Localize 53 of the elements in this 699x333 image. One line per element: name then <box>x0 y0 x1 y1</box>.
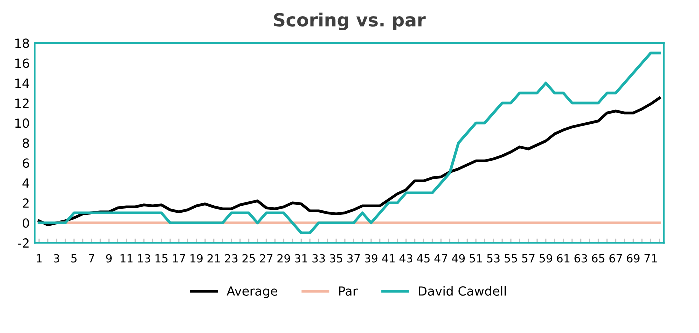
y-tick-label: 14 <box>16 78 30 88</box>
x-tick-label: 49 <box>452 254 466 263</box>
chart-title: Scoring vs. par <box>274 12 426 31</box>
line-series <box>38 52 662 234</box>
legend-label: Average <box>226 286 278 298</box>
y-tick-label: 10 <box>16 118 30 128</box>
y-tick-label: 16 <box>16 58 30 68</box>
x-tick-label: 71 <box>644 254 657 263</box>
x-tick-label: 61 <box>557 254 570 263</box>
x-tick-label: 9 <box>106 254 112 263</box>
y-tick-label: 4 <box>22 178 30 188</box>
y-tick-label: 0 <box>22 218 30 228</box>
x-tick-label: 45 <box>417 254 430 263</box>
x-tick-label: 13 <box>138 254 150 263</box>
x-tick-label: 69 <box>627 254 640 263</box>
x-tick-label: 17 <box>173 254 186 263</box>
x-tick-label: 21 <box>208 254 220 263</box>
x-tick-label: 5 <box>72 254 77 263</box>
x-tick-label: 37 <box>348 254 360 263</box>
y-tick-label: -2 <box>18 238 29 248</box>
y-tick-label: 6 <box>23 158 30 168</box>
legend-label: Par <box>339 286 358 296</box>
x-tick-label: 63 <box>574 254 588 263</box>
y-tick-label: 18 <box>16 38 30 48</box>
x-tick-label: 35 <box>330 254 342 263</box>
x-tick-label: 53 <box>487 254 500 263</box>
x-tick-label: 3 <box>54 254 60 263</box>
line-series <box>38 96 662 226</box>
x-tick-label: 11 <box>120 254 133 263</box>
x-tick-label: 19 <box>190 254 203 263</box>
x-tick-label: 7 <box>89 254 94 263</box>
x-tick-label: 67 <box>610 254 622 263</box>
x-tick-label: 51 <box>470 254 482 263</box>
x-tick-label: 57 <box>522 254 535 263</box>
y-tick-label: 12 <box>16 98 29 108</box>
x-tick-label: 65 <box>592 254 605 263</box>
y-tick-label: 8 <box>22 138 30 148</box>
x-tick-label: 41 <box>382 254 395 263</box>
x-tick-label: 25 <box>242 254 256 263</box>
x-tick-label: 27 <box>260 254 273 263</box>
x-tick-label: 23 <box>225 254 238 263</box>
x-tick-label: 43 <box>400 254 412 263</box>
x-tick-label: 39 <box>365 254 378 263</box>
legend-label: David Cawdell <box>419 286 506 296</box>
x-tick-label: 55 <box>504 254 518 263</box>
x-tick-label: 1 <box>37 254 42 263</box>
x-tick-label: 47 <box>434 254 448 263</box>
x-tick-label: 31 <box>295 254 308 263</box>
x-tick-label: 59 <box>540 254 552 263</box>
y-tick-label: 2 <box>23 198 29 208</box>
x-tick-label: 15 <box>156 254 168 263</box>
x-tick-label: 29 <box>278 254 290 263</box>
x-tick-label: 33 <box>312 254 326 263</box>
